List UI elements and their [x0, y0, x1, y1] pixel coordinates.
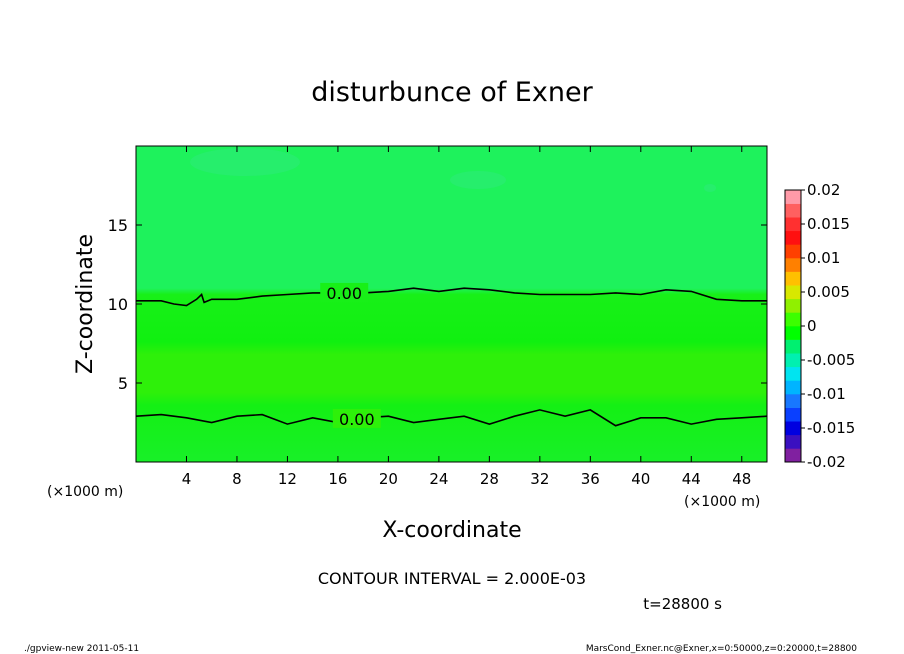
y-axis-label: Z-coordinate [73, 234, 98, 374]
colorbar-tick-label: 0.02 [807, 181, 840, 199]
footer-right: MarsCond_Exner.nc@Exner,x=0:50000,z=0:20… [586, 644, 857, 654]
contour-line [136, 287, 767, 307]
x-unit-left: (×1000 m) [47, 484, 123, 500]
colorbar-segment [785, 271, 801, 286]
x-tick-label: 16 [328, 470, 347, 488]
time-note: t=28800 s [643, 595, 722, 613]
colorbar-tick-label: -0.005 [807, 351, 855, 369]
x-tick-label: 32 [530, 470, 549, 488]
colorbar-segment [785, 448, 801, 463]
x-tick-label: 36 [581, 470, 600, 488]
x-tick-label: 44 [682, 470, 701, 488]
x-tick-label: 40 [631, 470, 650, 488]
colorbar-segment [785, 394, 801, 408]
colorbar-segment [785, 203, 801, 218]
footer-left: ./gpview-new 2011-05-11 [24, 644, 139, 654]
y-tick-label: 10 [108, 295, 128, 314]
colorbar-segment [785, 298, 801, 313]
colorbar-segment [785, 230, 801, 245]
colorbar-segment [785, 312, 801, 327]
colorbar-tick-label: -0.015 [807, 419, 855, 437]
contour-line [135, 409, 768, 427]
colorbar-tick-label: -0.01 [807, 385, 846, 403]
colorbar-segment [785, 339, 801, 354]
x-tick-label: 28 [480, 470, 499, 488]
x-unit-right: (×1000 m) [684, 494, 760, 510]
x-tick-label: 20 [379, 470, 398, 488]
contour-label-gap [332, 408, 381, 428]
colorbar-segment [785, 217, 801, 232]
colorbar-segment [785, 258, 801, 272]
y-tick-label: 5 [118, 374, 128, 393]
field-patch [704, 184, 716, 192]
contour-label: 0.00 [326, 284, 362, 303]
x-tick-label: 12 [278, 470, 297, 488]
field-background [136, 146, 767, 462]
colorbar-tick-label: 0 [807, 317, 817, 335]
contour-lines: 0.00 0.00 [135, 282, 768, 429]
colorbar-segment [785, 190, 801, 204]
colorbar-tick-label: -0.02 [807, 453, 846, 471]
y-tick-label: 15 [108, 216, 128, 235]
colorbar-tick-label: 0.01 [807, 249, 840, 267]
field-patch [450, 171, 506, 189]
x-tick-label: 8 [232, 470, 242, 488]
y-axis: 5 10 15 [108, 216, 767, 393]
colorbar-tick-label: 0.015 [807, 215, 850, 233]
field-patch [190, 148, 300, 176]
x-tick-label: 48 [732, 470, 751, 488]
colorbar-segment [785, 380, 801, 395]
x-tick-label: 24 [429, 470, 448, 488]
colorbar-segment [785, 285, 801, 300]
x-tick-label: 4 [182, 470, 192, 488]
x-axis-label: X-coordinate [382, 518, 521, 543]
colorbar-tick-label: 0.005 [807, 283, 850, 301]
colorbar-segment [785, 244, 801, 259]
colorbar: 0.02 0.015 0.01 0.005 0 -0.005 -0.01 -0.015 -0.0… [784, 181, 855, 471]
chart-title: disturbunce of Exner [311, 77, 593, 108]
plot-area: 0.00 0.00 [135, 145, 768, 463]
colorbar-segment [785, 434, 801, 449]
contour-interval-note: CONTOUR INTERVAL = 2.000E-03 [318, 569, 586, 588]
contour-label-gap [320, 282, 369, 302]
contour-label: 0.00 [339, 410, 375, 429]
colorbar-segment [785, 366, 801, 381]
colorbar-segment [785, 326, 801, 340]
colorbar-segment [785, 421, 801, 436]
colorbar-segment [785, 407, 801, 422]
colorbar-segment [785, 353, 801, 368]
x-axis: 4 8 12 16 20 24 28 32 36 40 44 48 [182, 146, 751, 488]
